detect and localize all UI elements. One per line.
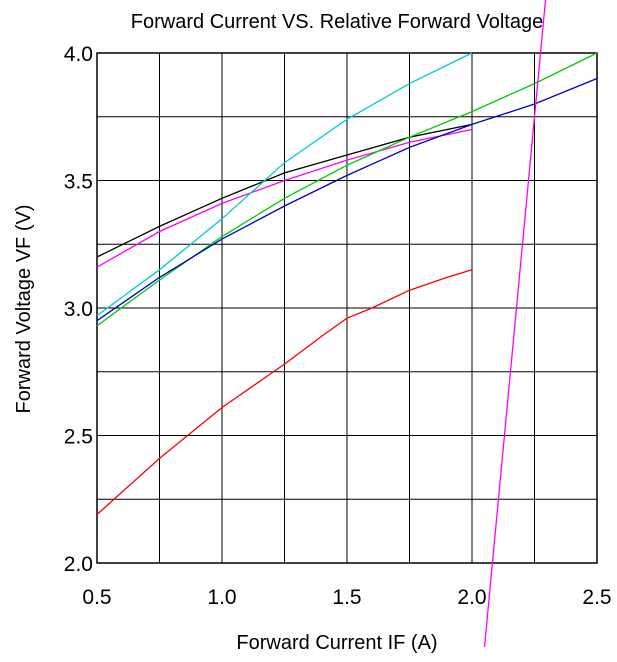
y-tick-label: 2.0: [64, 553, 93, 576]
chart-title: Forward Current VS. Relative Forward Vol…: [131, 11, 543, 33]
overlay-line: [483, 0, 547, 648]
x-tick-label: 1.5: [332, 586, 361, 609]
x-tick-label: 1.0: [207, 586, 236, 609]
y-tick-label: 2.5: [64, 426, 93, 449]
series-line-5: [96, 77, 598, 322]
y-axis-title: Forward Voltage VF (V): [13, 205, 35, 414]
y-tick-label: 4.0: [64, 43, 93, 66]
y-tick-label: 3.0: [64, 298, 93, 321]
y-tick-labels: 2.0 2.5 3.0 3.5 4.0: [64, 43, 93, 576]
x-axis-title: Forward Current IF (A): [236, 632, 437, 654]
y-tick-label: 3.5: [64, 171, 93, 194]
plot-frame: [96, 52, 598, 564]
series-line-6: [96, 269, 473, 515]
x-tick-label: 2.0: [457, 586, 486, 609]
series-line-2: [96, 128, 473, 268]
x-tick-label: 2.5: [582, 586, 611, 609]
x-tick-labels: 0.5 1.0 1.5 2.0 2.5: [82, 586, 611, 609]
x-tick-label: 0.5: [82, 586, 111, 609]
series-line-4: [96, 52, 598, 327]
grid: [96, 52, 598, 564]
series-line-3: [96, 52, 473, 317]
series-layer: [96, 0, 598, 648]
